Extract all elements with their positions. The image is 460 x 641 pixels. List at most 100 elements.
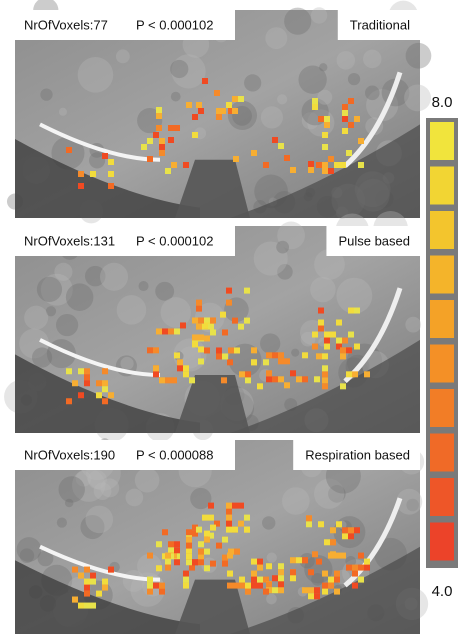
voxel xyxy=(96,591,102,597)
voxel xyxy=(324,332,330,338)
voxel xyxy=(198,334,204,340)
voxel xyxy=(354,527,360,533)
voxel xyxy=(84,579,90,585)
voxel xyxy=(227,583,233,589)
voxel xyxy=(296,376,302,382)
voxel xyxy=(244,318,250,324)
voxel xyxy=(156,565,162,571)
voxel xyxy=(251,583,257,589)
voxel xyxy=(196,324,202,330)
voxel xyxy=(90,171,96,177)
voxel xyxy=(244,288,250,294)
condition-label: Traditional xyxy=(350,17,410,32)
voxel xyxy=(278,376,284,382)
voxel xyxy=(322,371,328,377)
voxel xyxy=(196,102,202,108)
voxel xyxy=(196,306,202,312)
voxel xyxy=(334,571,340,577)
voxel xyxy=(322,162,328,168)
voxel xyxy=(330,539,336,545)
voxel xyxy=(162,529,168,535)
voxel xyxy=(165,565,171,571)
texture xyxy=(363,50,381,68)
voxel xyxy=(108,171,114,177)
voxel xyxy=(84,591,90,597)
voxel xyxy=(318,326,324,332)
voxel xyxy=(168,541,174,547)
voxel xyxy=(340,347,346,353)
voxel xyxy=(226,509,232,515)
voxel xyxy=(324,338,330,344)
voxel xyxy=(322,383,328,389)
voxel xyxy=(159,583,165,589)
voxel xyxy=(308,587,314,593)
voxel xyxy=(308,593,314,599)
voxel xyxy=(183,583,189,589)
colorbar-segment xyxy=(430,389,454,427)
voxel xyxy=(90,603,96,609)
voxel xyxy=(78,183,84,189)
voxel xyxy=(177,359,183,365)
voxel xyxy=(330,527,336,533)
colorbar-segment xyxy=(430,478,454,516)
voxel xyxy=(220,312,226,318)
texture xyxy=(337,51,355,69)
voxel xyxy=(102,153,108,159)
voxel xyxy=(263,589,269,595)
voxel xyxy=(198,541,204,547)
voxel xyxy=(210,561,216,567)
voxel xyxy=(272,376,278,382)
voxel xyxy=(336,338,342,344)
colorbar-segment xyxy=(430,211,454,249)
voxel xyxy=(222,329,228,335)
voxel xyxy=(358,577,364,583)
voxel xyxy=(102,386,108,392)
voxel xyxy=(278,569,284,575)
voxel xyxy=(354,344,360,350)
texture xyxy=(24,306,48,330)
voxel xyxy=(233,583,239,589)
voxel xyxy=(358,565,364,571)
voxel xyxy=(364,371,370,377)
texture xyxy=(126,489,144,507)
voxel xyxy=(322,583,328,589)
voxel xyxy=(257,577,263,583)
texture xyxy=(139,281,149,291)
voxel xyxy=(266,352,272,358)
p-value: P < 0.000102 xyxy=(136,233,213,248)
voxel xyxy=(171,377,177,383)
voxel xyxy=(153,132,159,138)
voxel xyxy=(342,116,348,122)
colorbar-segment xyxy=(430,434,454,472)
voxel xyxy=(198,559,204,565)
voxel xyxy=(322,144,328,150)
voxel xyxy=(233,156,239,162)
voxel xyxy=(102,579,108,585)
voxel xyxy=(221,377,227,383)
texture xyxy=(277,94,287,104)
texture xyxy=(120,357,133,370)
texture xyxy=(123,570,145,592)
voxel xyxy=(342,527,348,533)
voxel xyxy=(204,537,210,543)
voxel xyxy=(257,383,263,389)
voxel xyxy=(78,171,84,177)
voxel xyxy=(290,370,296,376)
voxel xyxy=(156,125,162,131)
voxel xyxy=(84,380,90,386)
voxel xyxy=(66,398,72,404)
voxel xyxy=(189,565,195,571)
voxel xyxy=(84,368,90,374)
voxel xyxy=(196,527,202,533)
voxel xyxy=(328,156,334,162)
colorbar-max-label: 8.0 xyxy=(432,94,453,111)
voxel xyxy=(66,368,72,374)
voxel xyxy=(216,114,222,120)
voxel-count: NrOfVoxels:131 xyxy=(24,233,115,248)
voxel xyxy=(180,322,186,328)
voxel xyxy=(208,503,214,509)
voxel xyxy=(198,317,204,323)
voxel xyxy=(226,503,232,509)
voxel xyxy=(84,585,90,591)
voxel xyxy=(302,376,308,382)
